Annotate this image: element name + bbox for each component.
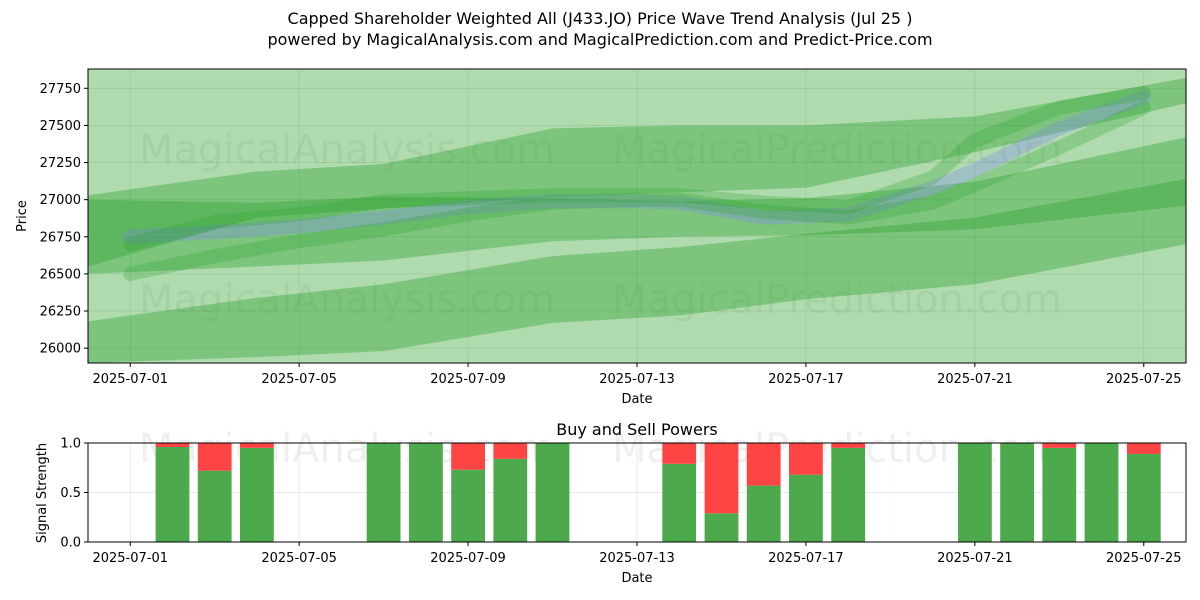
sell-bar-2025-07-14 [662, 443, 697, 464]
price-band-3 [88, 178, 1186, 363]
buy-bar-2025-07-02 [155, 447, 190, 542]
signal-y-axis: 0.0 0.5 1.0 [60, 437, 88, 551]
sell-bar-2025-07-10 [493, 443, 528, 459]
price-x-tick-label-2: 2025-07-09 [430, 372, 506, 387]
buy-bar-2025-07-09 [451, 469, 485, 542]
price-band-1 [88, 137, 1186, 274]
price-x-axis: 2025-07-01 2025-07-05 2025-07-09 2025-07-13… [92, 363, 1182, 387]
price-y-tick-label-1: 26250 [40, 305, 81, 320]
price-y-tick-label-4: 27000 [40, 193, 81, 208]
buy-bar-2025-07-23 [1042, 447, 1077, 542]
buy-bar-2025-07-15 [704, 513, 739, 542]
price-x-tick-label-0: 2025-07-01 [92, 372, 168, 387]
signal-x-tick-label-2: 2025-07-09 [430, 551, 506, 566]
chart-title: Capped Shareholder Weighted All (J433.JO… [287, 9, 913, 28]
sell-bar-2025-07-03 [197, 443, 232, 471]
signal-x-tick-label-6: 2025-07-25 [1106, 551, 1182, 566]
watermark-prediction-top: MagicalPrediction.com [612, 127, 1062, 173]
price-x-tick-label-4: 2025-07-17 [768, 372, 844, 387]
chart-title-block: Capped Shareholder Weighted All (J433.JO… [0, 8, 1200, 50]
price-y-axis: 26000 26250 26500 26750 27000 27250 27500 27750 [40, 82, 88, 357]
price-bands [88, 69, 1186, 363]
buy-bar-2025-07-08 [409, 443, 443, 542]
buy-bar-2025-07-10 [493, 458, 528, 542]
buy-bar-2025-07-11 [535, 443, 570, 542]
sell-bar-2025-07-02 [155, 443, 190, 447]
buy-bar-2025-07-16 [746, 485, 781, 542]
price-band-2 [88, 69, 1186, 363]
signal-x-tick-label-4: 2025-07-17 [768, 551, 844, 566]
signal-panel-title: Buy and Sell Powers [556, 420, 718, 439]
price-band-0 [88, 77, 1186, 267]
watermark-analysis-mid: MagicalAnalysis.com [139, 277, 555, 323]
sell-bar-2025-07-23 [1042, 443, 1077, 448]
price-x-tick-label-1: 2025-07-05 [261, 372, 337, 387]
signal-y-tick-label-1: 0.5 [60, 486, 81, 501]
sell-bar-2025-07-15 [704, 443, 739, 514]
price-wave-2 [123, 85, 1151, 252]
signal-x-axis: 2025-07-01 2025-07-05 2025-07-09 2025-07-13… [92, 542, 1182, 566]
signal-y-tick-label-0: 0.0 [60, 536, 81, 551]
buy-bar-2025-07-22 [1000, 443, 1034, 542]
sell-bar-2025-07-16 [746, 443, 781, 486]
signal-x-axis-title: Date [621, 571, 652, 586]
buy-bar-2025-07-25 [1126, 453, 1161, 542]
price-panel-grid [88, 69, 1186, 363]
chart-subtitle: powered by MagicalAnalysis.com and Magic… [267, 30, 933, 49]
price-y-tick-label-2: 26500 [40, 267, 81, 282]
signal-x-tick-label-5: 2025-07-21 [937, 551, 1013, 566]
price-y-tick-label-6: 27500 [40, 119, 81, 134]
price-y-tick-label-0: 26000 [40, 342, 81, 357]
buy-bar-2025-07-14 [662, 463, 697, 542]
price-x-tick-label-5: 2025-07-21 [937, 372, 1013, 387]
price-y-tick-label-5: 27250 [40, 156, 81, 171]
price-x-tick-label-6: 2025-07-25 [1106, 372, 1182, 387]
price-waves [123, 85, 1151, 281]
price-y-tick-label-3: 26750 [40, 230, 81, 245]
buy-bar-2025-07-07 [366, 443, 401, 542]
buy-bar-2025-07-18 [831, 447, 866, 542]
watermark-prediction-mid: MagicalPrediction.com [612, 277, 1062, 323]
buy-bar-2025-07-24 [1084, 443, 1119, 542]
price-wave-1 [123, 100, 1151, 281]
signal-y-axis-title: Signal Strength [35, 443, 50, 543]
buy-bar-2025-07-03 [197, 470, 232, 542]
buy-bar-2025-07-17 [789, 474, 823, 542]
signal-x-tick-label-1: 2025-07-05 [261, 551, 337, 566]
sell-bar-2025-07-04 [240, 443, 274, 448]
sell-bar-2025-07-25 [1126, 443, 1161, 454]
sell-bar-2025-07-09 [451, 443, 485, 470]
price-y-tick-label-7: 27750 [40, 82, 81, 97]
signal-y-tick-label-2: 1.0 [60, 437, 81, 452]
buy-bar-2025-07-04 [240, 447, 274, 542]
price-panel-watermarks: MagicalAnalysis.com MagicalPrediction.co… [139, 127, 1062, 323]
signal-x-tick-label-0: 2025-07-01 [92, 551, 168, 566]
watermark-analysis-top: MagicalAnalysis.com [139, 127, 555, 173]
price-x-tick-label-3: 2025-07-13 [599, 372, 675, 387]
sell-bar-2025-07-17 [789, 443, 823, 475]
price-x-axis-title: Date [621, 392, 652, 407]
signal-x-tick-label-3: 2025-07-13 [599, 551, 675, 566]
signal-bars [155, 443, 1161, 542]
buy-bar-2025-07-21 [958, 443, 992, 542]
price-wave-0 [123, 90, 1151, 244]
price-y-axis-title: Price [15, 200, 30, 232]
sell-bar-2025-07-18 [831, 443, 866, 448]
